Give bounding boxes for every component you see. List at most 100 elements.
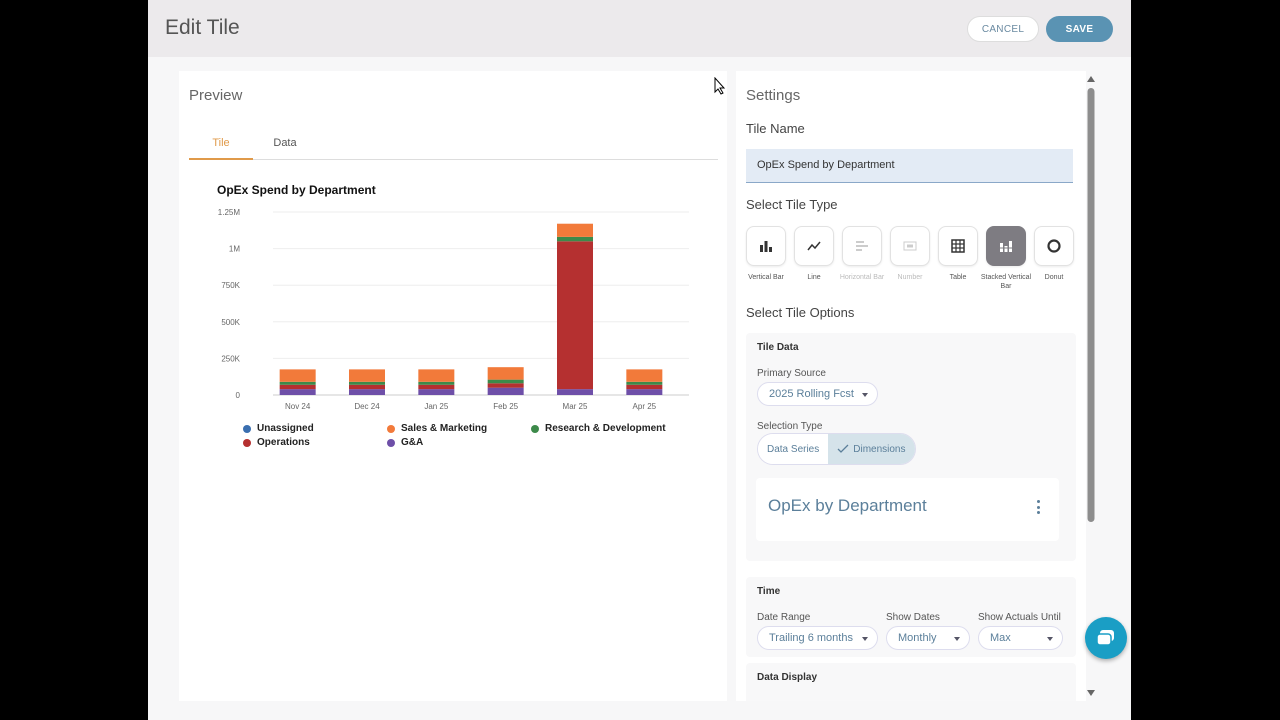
data-display-heading: Data Display	[757, 672, 818, 683]
tile-type-stacked-bar[interactable]: Stacked Vertical Bar	[981, 226, 1031, 291]
bar-segment	[557, 241, 593, 390]
scroll-up-arrow[interactable]	[1087, 76, 1095, 82]
legend-swatch	[387, 438, 395, 447]
preview-panel: Preview Tile Data OpEx Spend by Departme…	[179, 71, 727, 701]
show-dates-dropdown[interactable]: Monthly	[886, 626, 970, 650]
legend-swatch	[531, 424, 539, 433]
selection-option-dimensions-label: Dimensions	[853, 443, 906, 455]
more-options-icon[interactable]	[1037, 500, 1041, 514]
bar-segment	[626, 381, 663, 385]
y-tick-label: 750K	[221, 281, 240, 290]
y-tick-label: 1.25M	[218, 208, 241, 217]
bar-segment	[418, 369, 455, 382]
preview-tabs: Tile Data	[189, 131, 718, 160]
x-tick-label: Feb 25	[493, 402, 518, 411]
selection-option-dimensions[interactable]: Dimensions	[828, 434, 915, 464]
tile-type-label-donut: Donut	[1044, 274, 1064, 281]
tile-type-donut[interactable]: Donut	[1034, 226, 1074, 282]
tile-type-label-stacked-bar: Stacked Vertical Bar	[980, 274, 1032, 290]
tile-type-label-line: Line	[807, 274, 821, 281]
bar-segment	[487, 367, 524, 380]
scroll-down-arrow[interactable]	[1087, 690, 1095, 696]
bar-segment	[279, 389, 316, 395]
bar-segment	[557, 389, 593, 395]
line-chart-icon	[794, 226, 834, 266]
settings-panel: Settings Tile Name OpEx Spend by Departm…	[736, 71, 1086, 701]
scroll-thumb[interactable]	[1087, 88, 1095, 522]
y-tick-label: 250K	[221, 354, 240, 363]
stacked-bar-chart: 0 250K 500K 750K 1M 1.25M Nov 24 Dec 24 Jan 25 Fe…	[218, 208, 689, 411]
chart-title: OpEx Spend by Department	[217, 183, 376, 197]
table-icon	[938, 226, 978, 266]
tile-data-heading: Tile Data	[757, 342, 799, 353]
tile-type-label-horizontal-bar: Horizontal Bar	[839, 274, 885, 281]
date-range-dropdown[interactable]: Trailing 6 months	[757, 626, 878, 650]
bar-segment	[349, 384, 385, 390]
legend-label: G&A	[401, 437, 424, 448]
tab-data[interactable]: Data	[273, 137, 297, 149]
legend-item[interactable]: G&A	[387, 437, 423, 448]
donut-icon	[1034, 226, 1074, 266]
legend-item[interactable]: Operations	[243, 437, 310, 448]
x-tick-label: Mar 25	[563, 402, 588, 411]
bar-segment	[349, 389, 385, 395]
chat-button[interactable]	[1085, 617, 1127, 659]
legend-label: Sales & Marketing	[401, 423, 488, 434]
legend-swatch	[243, 424, 251, 433]
bar-segment	[349, 381, 385, 385]
horizontal-bar-icon	[842, 226, 882, 266]
bar-segment	[487, 387, 524, 395]
selection-option-data-series[interactable]: Data Series	[758, 434, 829, 464]
top-bar: Edit Tile CANCEL SAVE	[148, 0, 1131, 57]
tile-type-table[interactable]: Table	[938, 226, 978, 282]
stacked-bar-icon	[986, 226, 1026, 266]
x-tick-label: Nov 24	[285, 402, 311, 411]
bar-segment	[626, 369, 663, 382]
dimension-card[interactable]: OpEx by Department	[756, 478, 1059, 541]
chart-legend: Unassigned Sales & Marketing Research & De…	[243, 423, 703, 453]
tile-type-label-number: Number	[897, 274, 923, 281]
bar-segment	[418, 389, 455, 395]
show-dates-value: Monthly	[898, 632, 937, 644]
x-tick-label: Jan 25	[424, 402, 449, 411]
tab-tile[interactable]: Tile	[189, 137, 253, 160]
tile-type-line[interactable]: Line	[794, 226, 834, 282]
bar-segment	[418, 381, 455, 385]
selection-type-toggle: Data Series Dimensions	[757, 433, 916, 465]
legend-item[interactable]: Unassigned	[243, 423, 314, 434]
show-actuals-dropdown[interactable]: Max	[978, 626, 1063, 650]
cancel-button[interactable]: CANCEL	[967, 16, 1039, 42]
tile-options-label: Select Tile Options	[746, 305, 855, 320]
primary-source-label: Primary Source	[757, 368, 826, 379]
bar-segment	[557, 223, 593, 237]
bar-segment	[626, 384, 663, 390]
y-tick-label: 500K	[221, 318, 240, 327]
settings-title: Settings	[746, 87, 801, 104]
bar-segment	[279, 381, 316, 385]
bar-segment	[279, 384, 316, 390]
bar-segment	[418, 384, 455, 390]
legend-label: Unassigned	[257, 423, 314, 434]
bar-segment	[626, 389, 663, 395]
check-icon	[837, 444, 849, 453]
preview-title: Preview	[189, 87, 243, 104]
x-tick-label: Apr 25	[633, 402, 657, 411]
tile-name-input[interactable]: OpEx Spend by Department	[746, 149, 1073, 183]
date-range-label: Date Range	[757, 612, 811, 623]
chevron-down-icon	[1047, 637, 1053, 641]
settings-scrollbar[interactable]	[1086, 74, 1096, 702]
bar-segment	[487, 383, 524, 388]
time-card: Time Date Range Show Dates Show Actuals …	[746, 577, 1076, 657]
tile-type-vertical-bar[interactable]: Vertical Bar	[746, 226, 786, 282]
save-button[interactable]: SAVE	[1046, 16, 1113, 42]
legend-item[interactable]: Sales & Marketing	[387, 423, 487, 434]
legend-label: Research & Development	[545, 423, 666, 434]
data-display-card: Data Display	[746, 663, 1076, 701]
dimension-title: OpEx by Department	[768, 496, 927, 515]
legend-item[interactable]: Research & Development	[531, 423, 666, 434]
chevron-down-icon	[862, 637, 868, 641]
primary-source-dropdown[interactable]: 2025 Rolling Fcst	[757, 382, 878, 406]
bar-segment	[557, 236, 593, 242]
vertical-bar-icon	[746, 226, 786, 266]
tile-data-card: Tile Data Primary Source 2025 Rolling Fc…	[746, 333, 1076, 561]
